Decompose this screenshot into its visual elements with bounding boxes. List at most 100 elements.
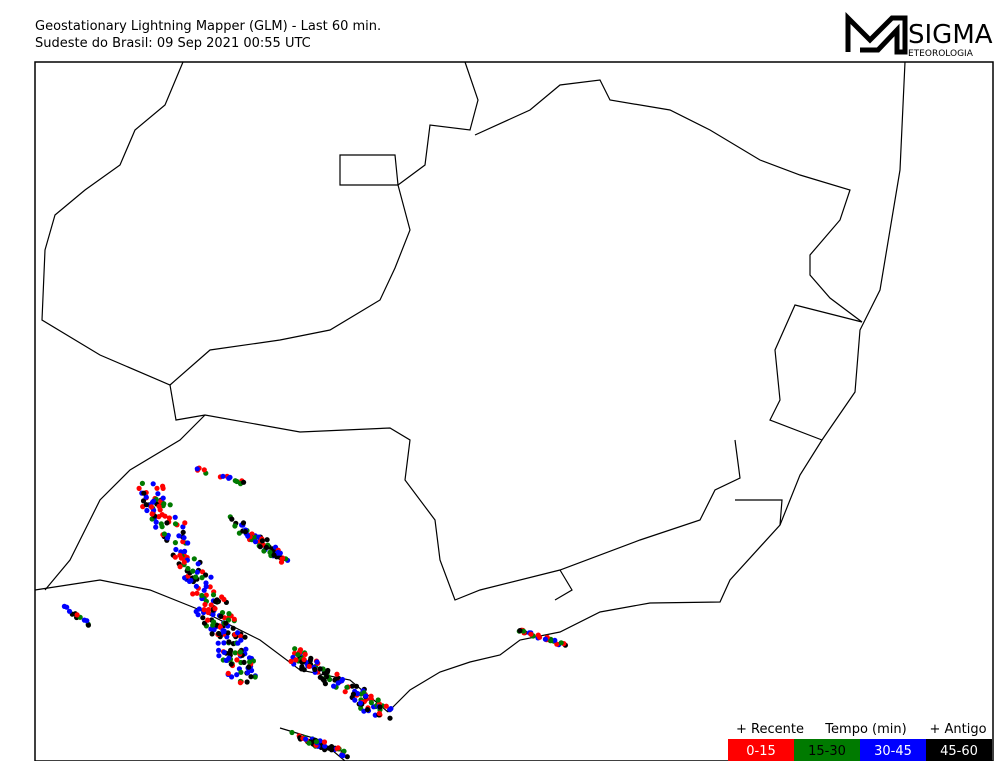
lightning-strike [153, 524, 159, 530]
lightning-strike [344, 754, 350, 760]
lightning-strike [364, 707, 371, 713]
lightning-strike [312, 666, 318, 673]
lightning-strike [202, 601, 208, 608]
lightning-strike [293, 657, 299, 663]
lightning-strike [180, 529, 186, 535]
lightning-strike [149, 511, 155, 517]
lightning-strike [248, 674, 254, 680]
lightning-strike [232, 650, 238, 656]
border [169, 384, 741, 601]
lightning-strike [235, 630, 241, 636]
lightning-strike [363, 693, 369, 699]
lightning-strike [335, 745, 341, 751]
lightning-strike [182, 520, 188, 526]
map [34, 61, 994, 761]
lightning-strike [226, 611, 232, 617]
lightning-strike [195, 561, 201, 567]
lightning-strike [167, 502, 173, 508]
lightning-strike [352, 697, 358, 703]
lightning-strike [161, 531, 167, 537]
lightning-strike [66, 608, 73, 614]
legend-label: 30-45 [874, 744, 912, 759]
legend-right: + Antigo [929, 722, 986, 737]
lightning-strike [177, 552, 183, 558]
lightning-strike [535, 632, 541, 638]
lightning-strike [172, 514, 178, 520]
lightning-strike [252, 539, 259, 545]
lightning-strike [244, 679, 250, 685]
lightning-strike [349, 683, 355, 689]
lightning-strike [303, 736, 309, 742]
lightning-strike [548, 638, 554, 644]
lightning-strike [154, 485, 160, 491]
lightning-strike [231, 616, 237, 622]
lightning-strike [188, 577, 194, 584]
lightning-strike [201, 620, 208, 626]
lightning-strike [289, 729, 295, 736]
lightning-strike [165, 535, 171, 541]
lightning-strike [226, 655, 232, 661]
lightning-strike [201, 607, 207, 613]
border [339, 154, 399, 186]
lightning-strike [159, 511, 165, 518]
lightning-strike [353, 683, 360, 689]
lightning-strike [220, 628, 226, 634]
lightning-strike [230, 625, 236, 631]
lightning-strike [61, 603, 67, 610]
lightning-strike [180, 539, 186, 545]
lightning-strike [314, 659, 320, 665]
lightning-strike [200, 615, 206, 621]
lightning-strike [234, 478, 240, 485]
lightning-strike [302, 651, 308, 658]
lightning-strike [172, 554, 178, 560]
lightning-strike [210, 592, 217, 598]
lightning-strike [249, 667, 255, 674]
lightning-strike [241, 659, 247, 666]
lightning-strike [263, 544, 269, 551]
lightning-strike [240, 520, 247, 526]
lightning-strike [155, 491, 161, 497]
lightning-strike [301, 656, 307, 663]
lightning-strike [208, 602, 214, 608]
lightning-strike [158, 521, 164, 527]
lightning-strike [245, 670, 251, 676]
lightning-strike [181, 535, 187, 541]
lightning-strike [331, 683, 337, 689]
lightning-strike [153, 519, 159, 525]
lightning-strike [295, 652, 301, 658]
lightning-strike [143, 502, 149, 508]
lightning-strike [329, 744, 335, 750]
lightning-strike [185, 565, 191, 572]
lightning-strike [341, 748, 347, 754]
lightning-strike [306, 663, 312, 670]
lightning-strike [140, 498, 147, 504]
lightning-strike [150, 481, 156, 487]
lightning-strike [160, 485, 166, 491]
border [769, 304, 863, 441]
lightning-strike [334, 671, 340, 677]
lightning-strike [225, 670, 231, 677]
lightning-strike [237, 680, 243, 686]
lightning-strike [196, 606, 202, 612]
lightning-strike [558, 640, 564, 646]
lightning-strike [383, 703, 389, 709]
lightning-strike [301, 667, 307, 673]
lightning-strike [387, 706, 393, 713]
lightning-strike [226, 475, 232, 481]
lightning-strike [176, 533, 182, 539]
lightning-strike [229, 516, 235, 522]
lightning-strike [237, 633, 244, 639]
lightning-strike [212, 606, 218, 612]
lightning-strike [228, 647, 234, 654]
lightning-strike [143, 494, 149, 500]
lightning-strike [517, 628, 523, 634]
lightning-strike [220, 473, 226, 479]
coastline [387, 61, 906, 713]
lightning-strike [191, 556, 197, 562]
legend-left: + Recente [736, 722, 804, 737]
lightning-strike [259, 538, 265, 544]
legend-swatch [728, 739, 794, 761]
logo-icon [845, 11, 908, 55]
lightning-strike [376, 710, 382, 717]
